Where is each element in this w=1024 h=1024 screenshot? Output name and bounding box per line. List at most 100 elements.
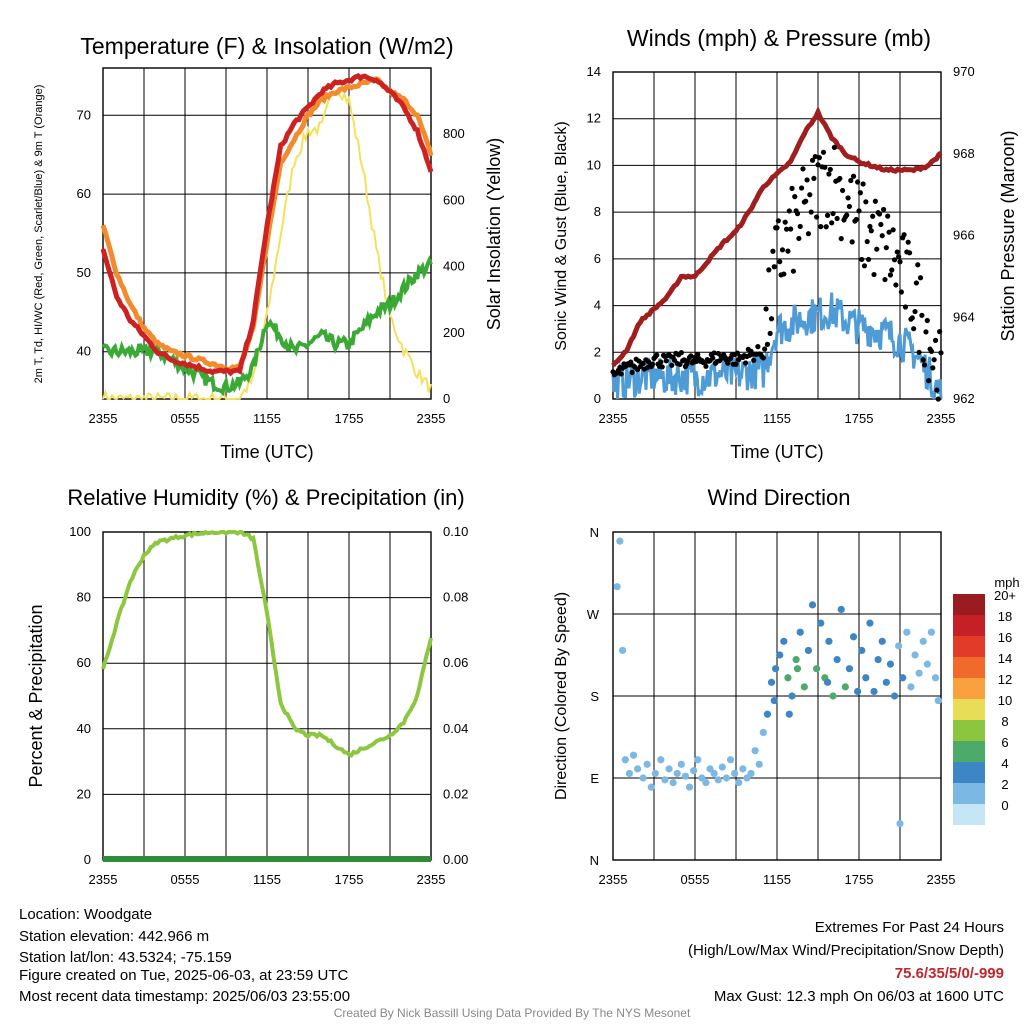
direction-point bbox=[825, 637, 833, 645]
gust-point bbox=[844, 212, 850, 218]
gust-point bbox=[770, 248, 776, 254]
y2-tick-label: 200 bbox=[443, 325, 465, 340]
credit-text: Created By Nick Bassill Using Data Provi… bbox=[333, 1006, 691, 1020]
gust-point bbox=[628, 359, 634, 365]
gust-point bbox=[902, 304, 909, 310]
direction-point bbox=[808, 601, 817, 609]
gust-point bbox=[823, 224, 829, 230]
x-tick-label: 1155 bbox=[763, 411, 791, 426]
y-tick-label: N bbox=[590, 853, 599, 868]
gust-point bbox=[733, 361, 739, 367]
y-tick-label: 20 bbox=[77, 786, 91, 801]
gust-point bbox=[799, 185, 805, 191]
gust-point bbox=[815, 162, 821, 168]
gust-point bbox=[658, 359, 664, 365]
direction-point bbox=[651, 769, 659, 778]
direction-point bbox=[634, 765, 642, 773]
direction-point bbox=[767, 678, 776, 686]
direction-point bbox=[845, 665, 854, 673]
colorbar-swatch bbox=[953, 615, 985, 636]
x-axis-label: Time (UTC) bbox=[220, 442, 313, 462]
y-tick-label: 50 bbox=[77, 265, 91, 280]
gust-point bbox=[826, 171, 832, 177]
gust-point bbox=[796, 235, 802, 242]
gust-point bbox=[913, 280, 920, 286]
direction-point bbox=[800, 683, 808, 691]
gust-point bbox=[865, 256, 872, 263]
chart-title: Winds (mph) & Pressure (mb) bbox=[627, 25, 931, 51]
gust-point bbox=[816, 155, 822, 161]
direction-point bbox=[702, 778, 710, 787]
series-solar-line bbox=[102, 89, 432, 401]
y-tick-label: 0 bbox=[594, 391, 601, 406]
x-tick-label: 2355 bbox=[89, 872, 118, 887]
direction-point bbox=[772, 665, 780, 673]
direction-point bbox=[895, 642, 903, 650]
y-tick-label: E bbox=[590, 771, 599, 786]
gust-point bbox=[896, 254, 902, 260]
gust-point bbox=[659, 364, 665, 370]
gust-point bbox=[883, 245, 889, 251]
colorbar-label: 18 bbox=[998, 609, 1012, 624]
gust-point bbox=[849, 239, 855, 245]
x-tick-label: 0555 bbox=[171, 872, 200, 887]
direction-point bbox=[899, 674, 907, 682]
gust-point bbox=[897, 259, 903, 265]
series-wind-line bbox=[611, 292, 943, 400]
gust-point bbox=[887, 272, 894, 278]
gust-point bbox=[924, 317, 930, 324]
direction-point bbox=[613, 583, 621, 591]
x-tick-label: 0555 bbox=[171, 411, 200, 426]
gust-point bbox=[790, 268, 797, 274]
gust-point bbox=[777, 259, 783, 265]
x-tick-label: 2355 bbox=[417, 411, 446, 426]
gust-point bbox=[618, 371, 624, 377]
gust-point bbox=[742, 360, 749, 366]
x-tick-label: 1155 bbox=[253, 872, 281, 887]
gust-point bbox=[767, 330, 773, 336]
y-axis-label: 2m T, Td, HI/WC (Red, Green, Scarlet/Blu… bbox=[33, 85, 45, 384]
gust-point bbox=[688, 353, 694, 359]
x-tick-label: 2355 bbox=[89, 411, 118, 426]
gust-point bbox=[882, 276, 888, 283]
gust-point bbox=[678, 350, 684, 356]
colorbar-label: 2 bbox=[1001, 777, 1008, 792]
gust-point bbox=[834, 215, 840, 222]
created-text: Figure created on Tue, 2025-06-03, at 23… bbox=[19, 967, 349, 984]
gust-point bbox=[797, 223, 803, 230]
gust-point bbox=[831, 144, 838, 150]
gust-point bbox=[855, 179, 861, 185]
y-axis-label: Sonic Wind & Gust (Blue, Black) bbox=[553, 121, 570, 350]
y2-tick-label: 966 bbox=[953, 228, 975, 243]
y2-tick-label: 964 bbox=[953, 309, 975, 324]
y-axis-label: Percent & Precipitation bbox=[26, 604, 46, 787]
series-rh-line bbox=[101, 529, 433, 758]
y2-tick-label: 0.04 bbox=[443, 721, 468, 736]
colorbar-swatch bbox=[953, 636, 985, 657]
direction-point bbox=[669, 778, 677, 787]
y2-tick-label: 962 bbox=[953, 391, 975, 406]
gust-point bbox=[771, 264, 777, 270]
x-tick-label: 2355 bbox=[599, 411, 628, 426]
x-tick-label: 0555 bbox=[681, 411, 710, 426]
gust-point bbox=[783, 226, 790, 232]
y2-tick-label: 600 bbox=[443, 192, 465, 207]
colorbar-swatch bbox=[953, 594, 985, 615]
colorbar-swatch bbox=[953, 657, 985, 678]
direction-point bbox=[710, 769, 718, 778]
gust-point bbox=[932, 337, 939, 343]
y-tick-label: 70 bbox=[77, 107, 91, 122]
direction-point bbox=[785, 710, 793, 718]
gust-point bbox=[830, 210, 836, 217]
x-tick-label: 2355 bbox=[927, 872, 956, 887]
y2-tick-label: 0.08 bbox=[443, 590, 468, 605]
gust-point bbox=[850, 173, 857, 179]
y2-tick-label: 968 bbox=[953, 146, 975, 161]
direction-point bbox=[927, 628, 936, 636]
gust-point bbox=[934, 387, 940, 393]
y-tick-label: 14 bbox=[587, 64, 601, 79]
extremes-title: Extremes For Past 24 Hours bbox=[814, 919, 1004, 936]
gust-point bbox=[846, 203, 853, 210]
x-tick-label: 1755 bbox=[845, 411, 874, 426]
gust-point bbox=[695, 351, 701, 358]
